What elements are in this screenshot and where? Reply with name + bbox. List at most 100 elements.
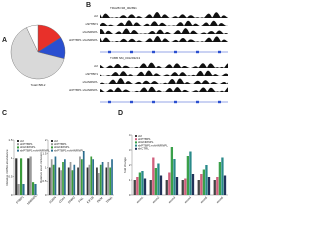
legend-label: shPTBP1+shHNRNPL (54, 148, 84, 152)
track-label: shHNRNPL (82, 80, 98, 84)
legend-label: shHNRNPL (138, 140, 154, 144)
legend-swatch (51, 140, 53, 142)
exon (218, 100, 221, 104)
y-tick-label: 1 (129, 178, 131, 182)
legend-swatch (135, 135, 137, 137)
bar (202, 169, 206, 195)
bar (200, 174, 203, 195)
bar (154, 168, 158, 195)
bar (86, 167, 89, 195)
x-tick-label: exon1 (136, 195, 145, 204)
x-tick-label: DNM2 (67, 195, 76, 204)
track (100, 20, 228, 26)
track-label: shHNRNPL (82, 30, 98, 34)
y-axis-label: Relative exon inclusion (39, 152, 43, 183)
legend-swatch (51, 149, 53, 152)
bar (22, 184, 25, 195)
bar (170, 147, 174, 195)
x-tick-label: HNRNPL (26, 194, 38, 206)
x-tick-label: exon5 (200, 195, 209, 204)
bar (186, 156, 190, 195)
bar (20, 158, 23, 195)
bar (58, 167, 61, 195)
track (100, 62, 228, 68)
bar (71, 170, 74, 195)
legend-swatch (17, 143, 19, 146)
legend-swatch (17, 140, 19, 142)
exon (218, 50, 221, 54)
exon (130, 50, 133, 54)
panel-label: C (2, 110, 7, 117)
bar (29, 156, 32, 195)
bar (141, 171, 144, 195)
exon (196, 50, 199, 54)
bar (62, 162, 64, 195)
bar (107, 162, 110, 195)
bar (77, 167, 79, 195)
y-tick-label: 1.5 (8, 138, 13, 142)
legend-swatch (135, 144, 137, 147)
bar (189, 151, 192, 195)
bar (90, 156, 93, 195)
y-tick-label: 0.5 (42, 179, 47, 183)
bar (81, 159, 83, 195)
legend-label: ctrl (138, 134, 142, 138)
bar (101, 162, 104, 195)
bar (82, 151, 85, 195)
bar (92, 159, 95, 195)
legend-swatch (17, 149, 19, 152)
legend-label: shHNRNPL (54, 145, 70, 149)
x-tick-label: TPM1 (105, 195, 114, 204)
panel-label: A (2, 37, 7, 44)
x-tick-label: AGRN (48, 195, 57, 204)
bar (60, 170, 62, 195)
bar (27, 158, 30, 195)
bar (133, 180, 136, 195)
track-title: TRA2B NM_002891 (110, 6, 137, 10)
bar (136, 177, 139, 195)
y-tick-label: 0 (129, 193, 131, 197)
bar (149, 180, 152, 195)
legend-label: ctrl (20, 139, 24, 143)
bar (54, 156, 57, 195)
track-label: ctrl (94, 14, 98, 18)
bar (207, 177, 211, 195)
legend-label: shPTBP1 (54, 142, 67, 146)
bar (213, 180, 216, 195)
legend-label: shHNRNPL (20, 145, 36, 149)
bar (218, 162, 222, 195)
pie-slice (26, 24, 39, 53)
x-tick-label: exon4 (184, 195, 193, 204)
bar (159, 175, 163, 195)
track (100, 28, 228, 34)
bar (17, 184, 20, 195)
bar (111, 159, 113, 195)
bar (143, 178, 147, 195)
y-tick-label: 3 (129, 148, 131, 152)
x-tick-label: exon2 (152, 195, 161, 204)
bar (191, 174, 195, 195)
exon (130, 100, 133, 104)
panel-label: D (118, 110, 123, 117)
legend-swatch (17, 146, 19, 149)
bar (152, 157, 155, 195)
legend-label: shCTRL (138, 147, 149, 151)
bar (173, 159, 176, 195)
y-tick-label: 1.5 (42, 152, 47, 156)
bar (88, 164, 91, 195)
legend-label: shPTBP1+shHNRNPL (138, 143, 168, 147)
bar (67, 167, 70, 195)
track-label: shPTBP1 shHNRNPL (69, 88, 98, 92)
pie-slice (10, 27, 65, 80)
legend-label: shPTBP1 (20, 142, 33, 146)
track (100, 12, 228, 18)
exon (174, 100, 177, 104)
pie-total: Total=5812 (31, 83, 46, 87)
bar (109, 167, 111, 195)
x-tick-label: FN1 (77, 196, 84, 203)
bar (157, 163, 160, 195)
panel-label: B (86, 2, 91, 9)
bar (165, 180, 168, 195)
y-tick-label: 4 (129, 133, 131, 137)
x-tick-label: CD44 (58, 195, 66, 203)
